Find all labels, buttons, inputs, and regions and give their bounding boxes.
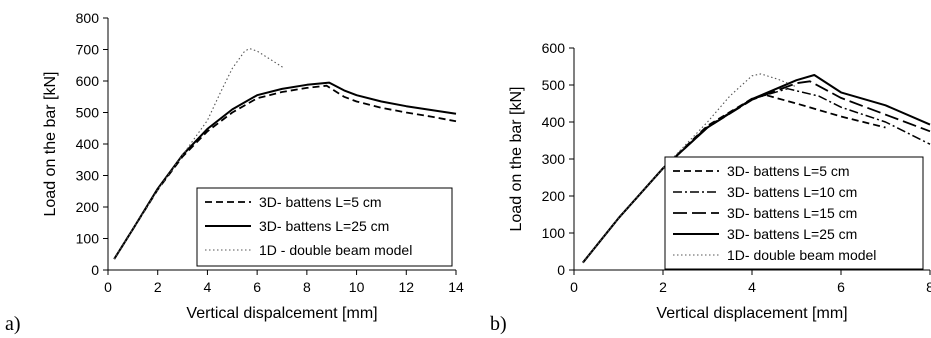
x-tick-label: 0 xyxy=(104,279,112,295)
series-line-2 xyxy=(582,80,931,264)
legend-entry: 3D- battens L=10 cm xyxy=(727,184,857,200)
y-tick-label: 300 xyxy=(542,151,566,167)
series-line-1 xyxy=(113,81,457,260)
y-axis-label: Load on the bar [kN] xyxy=(42,72,59,217)
x-tick-label: 6 xyxy=(837,279,845,295)
legend-entry: 3D- battens L=25 cm xyxy=(259,218,389,234)
legend-entry: 3D- battens L=15 cm xyxy=(727,205,857,221)
x-tick-label: 6 xyxy=(253,279,261,295)
legend: 3D- battens L=5 cm 3D- battens L=25 cm 1D … xyxy=(196,187,453,267)
y-tick-label: 500 xyxy=(76,105,100,121)
legend-entry: 1D - double beam model xyxy=(259,242,412,258)
y-tick-label: 100 xyxy=(542,225,566,241)
x-tick-label: 4 xyxy=(204,279,212,295)
y-tick-label: 0 xyxy=(91,262,99,278)
legend-entry: 3D- battens L=5 cm xyxy=(259,194,382,210)
series-line-3 xyxy=(582,74,931,264)
y-tick-label: 200 xyxy=(542,188,566,204)
y-tick-label: 400 xyxy=(542,114,566,130)
y-tick-label: 300 xyxy=(76,168,100,184)
legend-entry: 1D- double beam model xyxy=(727,247,876,263)
y-tick-label: 0 xyxy=(557,262,565,278)
legend-entry: 3D- battens L=25 cm xyxy=(727,226,857,242)
y-tick-label: 600 xyxy=(76,73,100,89)
x-tick-label: 4 xyxy=(748,279,756,295)
y-tick-label: 100 xyxy=(76,231,100,247)
legend-box xyxy=(664,156,924,270)
y-axis-label: Load on the bar [kN] xyxy=(508,87,525,232)
y-tick-label: 700 xyxy=(76,42,100,58)
x-tick-label: 10 xyxy=(349,279,365,295)
y-tick-label: 600 xyxy=(542,40,566,56)
x-tick-label: 0 xyxy=(570,279,578,295)
x-axis-label: Vertical dispalcement [mm] xyxy=(186,305,377,322)
chart-panel-0: 0 100 200 300 400 500 600 700 800 0 2 4 6 8 10 12 14 Load… xyxy=(5,10,464,335)
x-tick-label: 2 xyxy=(154,279,162,295)
x-tick-label: 2 xyxy=(659,279,667,295)
panel-label: b) xyxy=(490,313,507,335)
legend-entry: 3D- battens L=5 cm xyxy=(727,163,850,179)
x-axis-label: Vertical displacement [mm] xyxy=(656,305,847,322)
legend: 3D- battens L=5 cm 3D- battens L=10 cm 3D-… xyxy=(664,156,924,270)
y-tick-label: 200 xyxy=(76,199,100,215)
y-tick-label: 400 xyxy=(76,136,100,152)
y-tick-label: 500 xyxy=(542,77,566,93)
x-tick-label: 8 xyxy=(926,279,931,295)
x-tick-label: 8 xyxy=(303,279,311,295)
panel-label: a) xyxy=(5,313,21,335)
x-tick-label: 12 xyxy=(398,279,414,295)
x-tick-label: 14 xyxy=(448,279,464,295)
chart-panel-1: 0 100 200 300 400 500 600 0 2 4 6 8 Load on the bar … xyxy=(490,40,931,335)
y-tick-label: 800 xyxy=(76,10,100,26)
